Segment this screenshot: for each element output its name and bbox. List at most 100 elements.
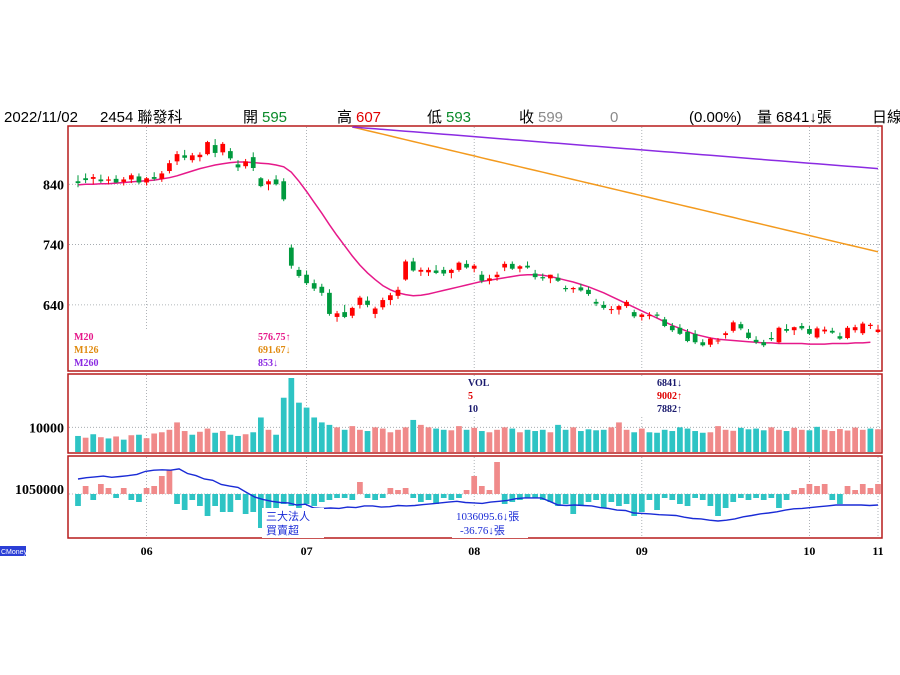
- volume-bar-79: [677, 427, 683, 452]
- volume-bar-72: [623, 429, 630, 452]
- inst-bar-23: [250, 494, 257, 512]
- volume-bar-16: [197, 431, 203, 452]
- candle-body-85: [723, 333, 728, 336]
- volume-bar-70: [608, 427, 615, 452]
- volume-panel-frame: [67, 373, 883, 454]
- ma260-legend-value: 853↓: [258, 358, 278, 369]
- price-panel-frame: [67, 125, 883, 372]
- volume-bar-40: [379, 428, 386, 452]
- candle-body-22: [243, 161, 248, 167]
- candle-body-83: [708, 338, 713, 345]
- inst-bar-75: [646, 494, 653, 500]
- candle-body-97: [814, 328, 820, 338]
- vol10-legend-value: 7882↑: [657, 404, 682, 415]
- candle-body-36: [349, 307, 355, 316]
- inst-bar-21: [235, 494, 241, 500]
- volume-bar-59: [524, 429, 531, 452]
- candle-body-82: [700, 342, 706, 346]
- candle-body-69: [601, 304, 607, 308]
- candle-body-101: [845, 327, 850, 339]
- volume-bar-21: [235, 435, 241, 452]
- volume-bar-15: [189, 434, 196, 452]
- candle-body-65: [570, 287, 576, 290]
- volume-bar-43: [402, 427, 409, 452]
- inst-bar-5: [113, 494, 119, 498]
- candle-body-38: [365, 300, 370, 305]
- vol-legend-name: VOL: [468, 378, 490, 389]
- inst-bar-44: [410, 494, 417, 498]
- candle-body-99: [829, 330, 835, 333]
- inst-bar-52: [471, 476, 478, 494]
- inst-bar-15: [189, 494, 196, 500]
- volume-bar-98: [821, 429, 828, 452]
- volume-bar-34: [334, 427, 340, 452]
- candle-body-68: [593, 301, 599, 304]
- inst-bar-53: [478, 486, 485, 494]
- volume-bar-101: [844, 430, 851, 452]
- volume-bar-50: [456, 426, 462, 452]
- candle-body-75: [647, 315, 652, 317]
- candle-body-28: [288, 247, 294, 266]
- volume-bar-4: [105, 438, 112, 452]
- ma-line-M260: [352, 126, 879, 170]
- volume-bar-42: [395, 429, 401, 452]
- candle-body-88: [746, 332, 751, 339]
- period-label: 日線: [872, 109, 900, 126]
- volume-bar-35: [341, 429, 348, 452]
- volume-bar-22: [242, 434, 249, 452]
- candle-body-31: [311, 283, 317, 289]
- volume-bar-57: [509, 428, 516, 452]
- inst-bar-33: [326, 494, 333, 500]
- candle-body-25: [266, 181, 271, 185]
- candle-body-18: [212, 145, 218, 153]
- volume-bar-96: [806, 430, 813, 452]
- candle-body-34: [334, 313, 340, 317]
- volume-bar-27: [280, 397, 287, 452]
- volume-bar-60: [532, 431, 539, 452]
- watermark: CMoney: [1, 549, 28, 556]
- ma-legend: M20 576.75↑ M126 691.67↓ M260 853↓: [70, 330, 306, 370]
- inst-bar-78: [669, 494, 676, 500]
- price-tick-label-2: 840: [43, 178, 64, 193]
- inst-bar-76: [654, 494, 660, 510]
- inst-bar-41: [387, 488, 394, 494]
- volume-bar-41: [387, 432, 394, 452]
- candle-body-91: [768, 338, 774, 340]
- moving-averages: [77, 126, 879, 345]
- candle-body-17: [205, 142, 210, 155]
- inst-bar-4: [105, 488, 112, 494]
- month-label-06: 06: [141, 544, 153, 558]
- candle-body-80: [685, 332, 690, 342]
- volume-bar-3: [97, 437, 104, 452]
- candle-body-13: [174, 154, 180, 162]
- ma126-legend-value: 691.67↓: [258, 345, 291, 356]
- inst-bar-1: [82, 486, 89, 494]
- volume-bar-56: [501, 427, 508, 452]
- volume-bar-46: [425, 427, 432, 452]
- candle-body-92: [776, 327, 782, 343]
- inst-bar-7: [128, 494, 135, 500]
- candle-body-54: [487, 278, 492, 281]
- inst-bar-18: [212, 494, 219, 506]
- volume-bar-104: [867, 428, 874, 452]
- inst-bar-11: [158, 476, 165, 494]
- volume-legend: VOL 6841↓ 5 9002↑ 10 7882↑: [462, 376, 694, 416]
- inst-bar-83: [707, 494, 714, 506]
- month-label-07: 07: [301, 544, 313, 558]
- ma260-legend-name: M260: [74, 358, 98, 369]
- inst-bar-61: [539, 494, 546, 500]
- candle-body-50: [456, 262, 462, 270]
- candle-body-96: [807, 328, 812, 334]
- inst-cumulative-line: [77, 468, 879, 522]
- inst-bar-36: [349, 494, 356, 500]
- candle-body-14: [182, 155, 188, 158]
- month-label-11: 11: [872, 544, 883, 558]
- candle-body-72: [624, 301, 629, 307]
- month-label-09: 09: [636, 544, 648, 558]
- inst-bar-105: [875, 484, 881, 494]
- candle-body-37: [357, 297, 363, 305]
- inst-bar-66: [577, 494, 584, 506]
- volume-bar-100: [837, 429, 843, 452]
- ma-line-M20: [77, 161, 871, 345]
